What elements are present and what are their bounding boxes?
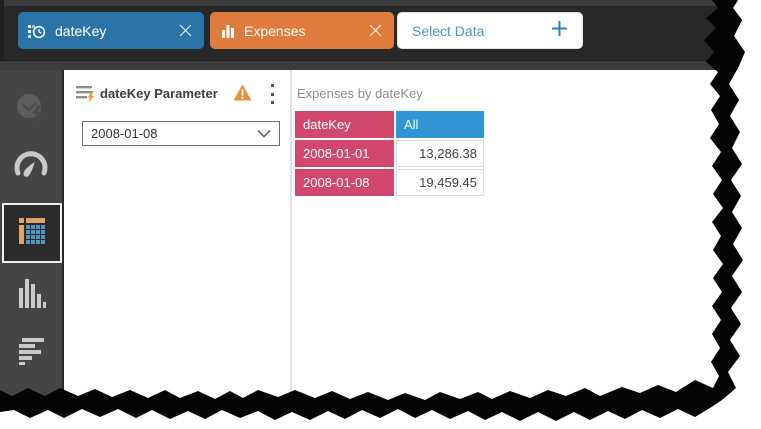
sidebar-item-grid[interactable] xyxy=(2,203,62,263)
chevron-down-icon xyxy=(257,126,271,141)
table-row-key[interactable]: 2008-01-08 xyxy=(295,169,394,196)
tab-expenses-label: Expenses xyxy=(244,22,306,39)
tab-expenses[interactable]: Expenses xyxy=(210,12,394,49)
horizontal-bar-chart-icon xyxy=(15,336,47,371)
table-header-all[interactable]: All xyxy=(396,111,484,138)
tab-select-data-label: Select Data xyxy=(412,22,485,39)
parameter-dropdown-value: 2008-01-08 xyxy=(91,126,158,141)
parameter-lines-icon xyxy=(76,85,98,109)
close-icon[interactable] xyxy=(179,24,192,37)
expenses-table: dateKey All 2008-01-01 13,286.38 2008-01… xyxy=(295,111,484,196)
sidebar-item-gauge[interactable] xyxy=(0,139,62,197)
column-chart-icon xyxy=(15,276,47,315)
gauge-icon xyxy=(13,150,49,186)
visualization-sidebar xyxy=(0,70,64,402)
parameter-clock-icon xyxy=(28,22,46,40)
tab-datekey[interactable]: dateKey xyxy=(18,12,204,49)
kebab-menu-icon[interactable] xyxy=(268,84,276,104)
table-header-datekey[interactable]: dateKey xyxy=(295,111,394,138)
sidebar-item-smart-insights[interactable] xyxy=(0,82,62,140)
warning-icon[interactable] xyxy=(233,84,252,106)
close-icon[interactable] xyxy=(369,24,382,37)
table-row-key[interactable]: 2008-01-01 xyxy=(295,140,394,167)
top-tab-bar: dateKey Expenses Select Data xyxy=(0,0,742,71)
report-title: Expenses by dateKey xyxy=(297,86,423,101)
tab-select-data[interactable]: Select Data xyxy=(397,12,583,49)
panel-divider xyxy=(290,70,292,402)
sidebar-item-horizontal-bar-chart[interactable] xyxy=(0,324,62,382)
tab-datekey-label: dateKey xyxy=(55,22,107,39)
sidebar-item-column-chart[interactable] xyxy=(0,266,62,324)
grid-icon xyxy=(15,214,49,253)
table-row-value[interactable]: 13,286.38 xyxy=(396,140,484,167)
parameter-panel-title: dateKey Parameter xyxy=(100,86,218,101)
window-border-top xyxy=(0,0,742,6)
smart-insights-icon xyxy=(13,91,49,132)
parameter-dropdown[interactable]: 2008-01-08 xyxy=(82,121,280,146)
table-row-value[interactable]: 19,459.45 xyxy=(396,169,484,196)
plus-icon[interactable] xyxy=(551,20,568,42)
bar-chart-icon xyxy=(222,24,235,38)
